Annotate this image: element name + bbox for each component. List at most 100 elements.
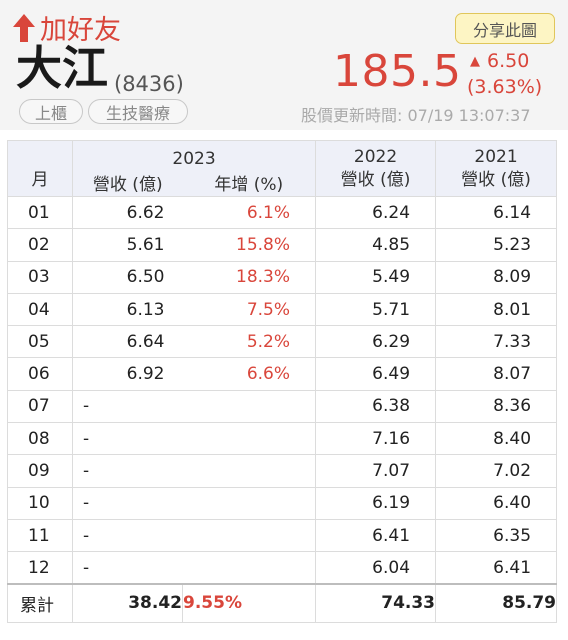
- revenue-2023-cell: -: [72, 551, 183, 585]
- table-row: 04 6.13 7.5% 5.71 8.01: [7, 292, 558, 327]
- table-row: 02 5.61 15.8% 4.85 5.23: [7, 228, 558, 262]
- total-row: 累計 38.42 9.55% 74.33 85.79: [7, 583, 558, 623]
- total-label: 累計: [7, 583, 73, 623]
- revenue-2021-cell: 8.07: [435, 357, 558, 391]
- revenue-2023-header: 營收 (億): [72, 168, 183, 197]
- month-cell: 05: [7, 325, 73, 359]
- table-row: 08- 7.16 8.40: [7, 422, 558, 456]
- revenue-2022-cell: 6.04: [315, 551, 437, 585]
- month-cell: 06: [7, 357, 73, 391]
- add-friend-button[interactable]: 加好友: [12, 8, 121, 47]
- revenue-2021-cell: 5.23: [435, 228, 558, 262]
- revenue-2021-cell: 6.35: [435, 518, 558, 553]
- stock-name: 大江: [16, 41, 108, 95]
- yoy-cell: [182, 551, 317, 585]
- revenue-2021-cell: 6.40: [435, 486, 558, 520]
- month-cell: 03: [7, 260, 73, 294]
- revenue-2023-cell: -: [72, 486, 183, 520]
- table-row: 01 6.62 6.1% 6.24 6.14: [7, 195, 558, 230]
- revenue-2023-cell: 6.13: [72, 292, 183, 327]
- table-row: 07- 6.38 8.36: [7, 389, 558, 424]
- yoy-cell: 15.8%: [182, 228, 317, 262]
- revenue-2022-cell: 5.71: [315, 292, 437, 327]
- yoy-cell: 6.6%: [182, 357, 317, 391]
- revenue-2023-cell: 6.64: [72, 325, 183, 359]
- revenue-2022-cell: 6.41: [315, 518, 437, 553]
- triangle-up-icon: ▲: [470, 53, 480, 69]
- revenue-2021-cell: 8.36: [435, 389, 558, 424]
- year-2021-header: 2021 營收 (億): [435, 140, 558, 197]
- yoy-cell: 18.3%: [182, 260, 317, 294]
- year-2022-header: 2022 營收 (億): [315, 140, 437, 197]
- yoy-cell: [182, 486, 317, 520]
- yoy-cell: [182, 518, 317, 553]
- price-change: ▲ 6.50: [470, 50, 529, 72]
- market-tag[interactable]: 上櫃: [19, 99, 83, 124]
- revenue-2022-cell: 7.07: [315, 454, 437, 488]
- revenue-2022-cell: 6.19: [315, 486, 437, 520]
- total-rev-2023: 38.42: [72, 583, 183, 623]
- total-rev-2022: 74.33: [315, 583, 437, 623]
- revenue-2023-cell: -: [72, 422, 183, 456]
- revenue-2023-cell: -: [72, 389, 183, 424]
- stock-price: 185.5: [333, 46, 462, 97]
- price-change-percent: (3.63%): [467, 76, 543, 98]
- revenue-2022-cell: 4.85: [315, 228, 437, 262]
- revenue-2022-cell: 7.16: [315, 422, 437, 456]
- yoy-cell: [182, 454, 317, 488]
- month-cell: 02: [7, 228, 73, 262]
- table-row: 05 6.64 5.2% 6.29 7.33: [7, 325, 558, 359]
- revenue-2022-cell: 5.49: [315, 260, 437, 294]
- monthly-revenue-table: 月 2023 2022 營收 (億) 2021 營收 (億) 營收 (億) 年增…: [7, 140, 558, 623]
- year-label: 2022: [353, 146, 398, 167]
- year-label: 2021: [474, 146, 518, 167]
- month-cell: 11: [7, 518, 73, 553]
- price-update-time: 股價更新時間: 07/19 13:07:37: [301, 106, 531, 125]
- total-rev-2021: 85.79: [435, 583, 558, 623]
- revenue-2023-cell: 5.61: [72, 228, 183, 262]
- revenue-2022-cell: 6.38: [315, 389, 437, 424]
- revenue-2023-cell: 6.62: [72, 195, 183, 230]
- table-row: 11- 6.41 6.35: [7, 518, 558, 553]
- revenue-2021-cell: 7.02: [435, 454, 558, 488]
- yoy-cell: [182, 389, 317, 424]
- table-row: 06 6.92 6.6% 6.49 8.07: [7, 357, 558, 391]
- revenue-2021-cell: 8.01: [435, 292, 558, 327]
- yoy-cell: [182, 422, 317, 456]
- month-column-header: 月: [7, 140, 73, 197]
- revenue-2022-cell: 6.49: [315, 357, 437, 391]
- stock-header: 加好友 大江 (8436) 上櫃 生技醫療 分享此圖 185.5 ▲ 6.50 …: [0, 0, 568, 130]
- revenue-2023-cell: 6.50: [72, 260, 183, 294]
- yoy-cell: 7.5%: [182, 292, 317, 327]
- revenue-2021-cell: 8.09: [435, 260, 558, 294]
- table-row: 10- 6.19 6.40: [7, 486, 558, 520]
- revenue-2022-cell: 6.29: [315, 325, 437, 359]
- month-cell: 09: [7, 454, 73, 488]
- revenue-2022-cell: 6.24: [315, 195, 437, 230]
- revenue-2021-cell: 7.33: [435, 325, 558, 359]
- revenue-label: 營收 (億): [340, 169, 411, 190]
- yoy-cell: 5.2%: [182, 325, 317, 359]
- add-friend-label: 加好友: [40, 15, 121, 46]
- revenue-2021-cell: 8.40: [435, 422, 558, 456]
- table-row: 12- 6.04 6.41: [7, 551, 558, 585]
- revenue-2023-cell: -: [72, 518, 183, 553]
- revenue-2021-cell: 6.41: [435, 551, 558, 585]
- revenue-2023-cell: -: [72, 454, 183, 488]
- month-cell: 07: [7, 389, 73, 424]
- year-2023-header: 2023: [71, 140, 317, 169]
- share-image-button[interactable]: 分享此圖: [455, 13, 555, 44]
- revenue-2021-cell: 6.14: [435, 195, 558, 230]
- revenue-2023-cell: 6.92: [72, 357, 183, 391]
- industry-tag[interactable]: 生技醫療: [88, 99, 188, 124]
- table-row: 09- 7.07 7.02: [7, 454, 558, 488]
- arrow-up-icon: [13, 13, 35, 42]
- month-cell: 10: [7, 486, 73, 520]
- month-cell: 08: [7, 422, 73, 456]
- table-row: 03 6.50 18.3% 5.49 8.09: [7, 260, 558, 294]
- month-cell: 12: [7, 551, 73, 585]
- month-cell: 01: [7, 195, 73, 230]
- stock-code: (8436): [114, 72, 184, 96]
- revenue-label: 營收 (億): [461, 169, 531, 190]
- yoy-header: 年增 (%): [182, 168, 317, 197]
